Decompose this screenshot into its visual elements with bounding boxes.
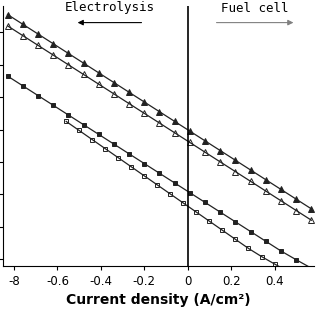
- Text: Fuel cell: Fuel cell: [221, 2, 289, 14]
- Text: Electrolysis: Electrolysis: [65, 2, 155, 14]
- X-axis label: Current density (A/cm²): Current density (A/cm²): [66, 293, 251, 307]
